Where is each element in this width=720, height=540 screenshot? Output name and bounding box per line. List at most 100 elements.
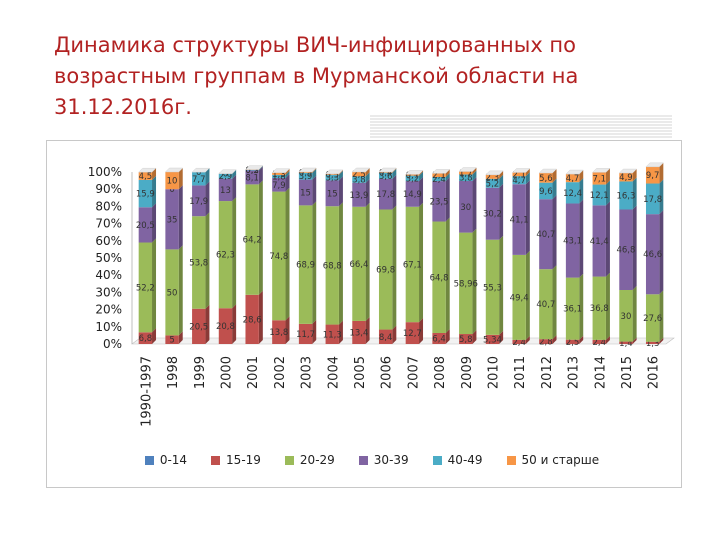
data-label: 0,2 [245,166,259,176]
bar-segment [165,172,179,190]
bar-segment-side [285,316,290,344]
data-label: 1,3 [646,339,660,349]
stacked-bar-chart: 0% 10% 20% 30% 40% 50% 60% 70% 80% 90% 100% 6,8 52,2… [88,162,675,427]
bar-top-face [485,170,504,176]
data-label: 0,5 [299,168,313,178]
bar-segment-side [445,172,450,182]
bar-segment-side [312,319,317,344]
x-tick-label: 2010 [486,356,501,389]
data-label: 3,8 [352,176,366,186]
data-label: 5,34 [483,335,502,345]
data-label: 0,5 [325,170,339,180]
bar-segment-side [178,185,183,250]
bar-segment-side [178,331,183,344]
data-label: 5 [169,336,174,346]
bar-segment-side [419,202,424,323]
data-label: 17,9 [189,197,208,207]
data-label: 1,8 [272,172,286,182]
bar-segment-side [338,170,343,181]
data-label: 9,7 [646,171,660,181]
bar-segment [432,221,446,333]
bar-segment [272,191,286,321]
data-label: 68,8 [323,261,342,271]
bar-segment-side [659,162,664,184]
bar-segment [592,184,606,206]
bar-segment [378,172,393,173]
legend-swatch [358,455,368,465]
bar-segment [218,201,233,309]
bar-segment [378,172,393,179]
data-label: 27,6 [643,314,662,324]
bar-top-face [218,169,237,174]
data-label: 49,4 [510,293,529,303]
bar-segment-side [525,180,530,255]
data-label: 50 [167,288,178,298]
bar-segment [245,170,259,185]
y-tick-label: 50% [95,251,122,265]
data-label: 4,7 [512,176,526,186]
bar-segment [539,173,553,183]
bar-segment [565,339,580,344]
data-label: 13,9 [349,191,368,201]
y-tick-label: 30% [95,285,122,299]
data-label: 3,8 [459,174,473,184]
bar-segment [405,175,420,182]
bar-top-face [244,165,264,170]
bar-segment-side [579,199,584,278]
bar-segment-side [232,304,237,344]
bar-segment-side [312,168,317,180]
bar-top-face [325,169,344,175]
data-label: 0,4 [379,168,393,178]
bar-segment [325,180,339,207]
data-label: 2,8 [539,338,553,348]
data-label: 1,4 [619,339,633,349]
bar-segment-side [525,168,530,177]
bar-segment [459,181,473,233]
bar-segment [432,332,446,344]
legend-swatch [211,455,221,465]
bar-segment-side [659,179,664,215]
x-tick-label: 2016 [647,356,662,389]
bar-segment-side [552,265,557,340]
bar-segment [165,249,179,336]
bar-segment [138,242,153,333]
x-tick-label: 2007 [406,356,421,389]
x-tick-label: 2002 [273,356,288,389]
legend-label: 50 и старше [521,453,600,467]
bar-segment-side [525,250,530,340]
y-tick-label: 80% [95,199,122,213]
legend-label: 30-39 [373,453,409,467]
bar-segment-side [525,335,530,344]
data-label: 6,4 [432,334,446,344]
bar-segment-side [445,169,450,177]
bar-segment-side [659,290,664,342]
data-label: 55,3 [483,283,502,293]
legend-swatch [432,455,442,465]
bar-segment [192,308,206,344]
bar-top-face [378,167,397,173]
bar-segment [298,172,313,180]
data-label: 0 [196,168,201,178]
data-label: 40,7 [536,300,555,310]
data-label: 5,6 [539,174,553,184]
data-label: 16,3 [616,191,635,201]
title-line-3: 31.12.2016г. [54,95,192,119]
bar-segment [192,172,206,186]
bar-segment [325,206,339,325]
data-label: 2,3 [486,173,500,183]
bar-segment-side [205,181,210,217]
bar-segment [459,334,473,344]
bar-segment [138,332,153,344]
legend-item-0-14: 0-14 [144,453,187,467]
bar-segment [645,214,660,295]
y-tick-label: 40% [95,268,122,282]
bar-segment [565,277,580,340]
data-label: 41,1 [510,216,529,226]
x-tick-label: 2006 [380,356,395,389]
bar-segment-side [445,217,450,333]
bar-segment [165,335,179,344]
bar-segment-side [579,178,584,204]
data-label: 5,8 [459,335,473,345]
bar-segment [138,207,153,243]
bar-segment [325,324,339,344]
